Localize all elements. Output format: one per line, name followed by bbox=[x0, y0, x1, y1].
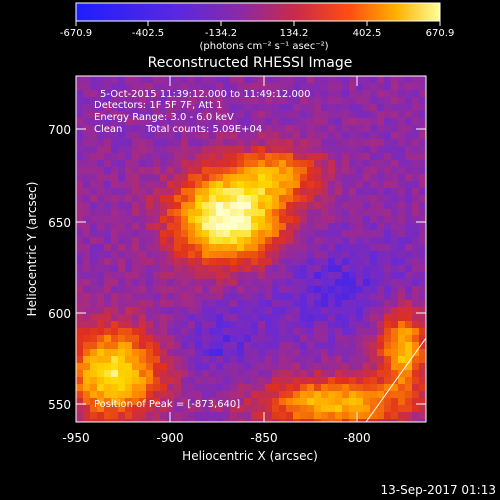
colorbar-tick-label: -402.5 bbox=[132, 28, 164, 39]
x-tick-label: -800 bbox=[343, 431, 370, 445]
colorbar-tick-label: 134.2 bbox=[280, 28, 309, 39]
solar-limb bbox=[365, 337, 426, 422]
y-axis-label: Heliocentric Y (arcsec) bbox=[25, 182, 39, 317]
y-tick-label: 650 bbox=[48, 216, 71, 230]
colorbar-tick-label: 402.5 bbox=[353, 28, 382, 39]
colorbar-gradient bbox=[75, 2, 441, 22]
info-detectors: Detectors: 1F 5F 7F, Att 1 bbox=[94, 100, 222, 111]
info-energy-range: Energy Range: 3.0 - 6.0 keV bbox=[94, 112, 234, 123]
colorbar-tick-label: 670.9 bbox=[426, 28, 455, 39]
plot-frame bbox=[75, 75, 427, 423]
colorbar: -670.9 -402.5 -134.2 134.2 402.5 670.9 (… bbox=[60, 2, 455, 52]
info-total-counts: Total counts: 5.09E+04 bbox=[145, 124, 262, 135]
y-tick-label: 700 bbox=[48, 123, 71, 137]
info-method: Clean bbox=[94, 124, 122, 135]
peak-position: Position of Peak = [-873,640] bbox=[94, 399, 240, 410]
info-time-range: 5-Oct-2015 11:39:12.000 to 11:49:12.000 bbox=[100, 89, 311, 100]
x-tick-label: -850 bbox=[250, 431, 277, 445]
colorbar-unit-label: (photons cm⁻² s⁻¹ asec⁻²) bbox=[199, 41, 328, 52]
y-tick-label: 600 bbox=[48, 307, 71, 321]
colorbar-tick-label: -670.9 bbox=[60, 28, 92, 39]
plot-title: Reconstructed RHESSI Image bbox=[148, 55, 353, 71]
axis-ticks bbox=[75, 76, 426, 422]
y-tick-label: 550 bbox=[48, 398, 71, 412]
x-tick-label: -900 bbox=[156, 431, 183, 445]
x-tick-label: -950 bbox=[62, 431, 89, 445]
timestamp: 13-Sep-2017 01:13 bbox=[381, 483, 496, 497]
heatmap-image bbox=[76, 76, 426, 422]
x-axis-label: Heliocentric X (arcsec) bbox=[182, 449, 318, 463]
colorbar-tick-label: -134.2 bbox=[205, 28, 237, 39]
colorbar-ticks bbox=[75, 21, 441, 26]
